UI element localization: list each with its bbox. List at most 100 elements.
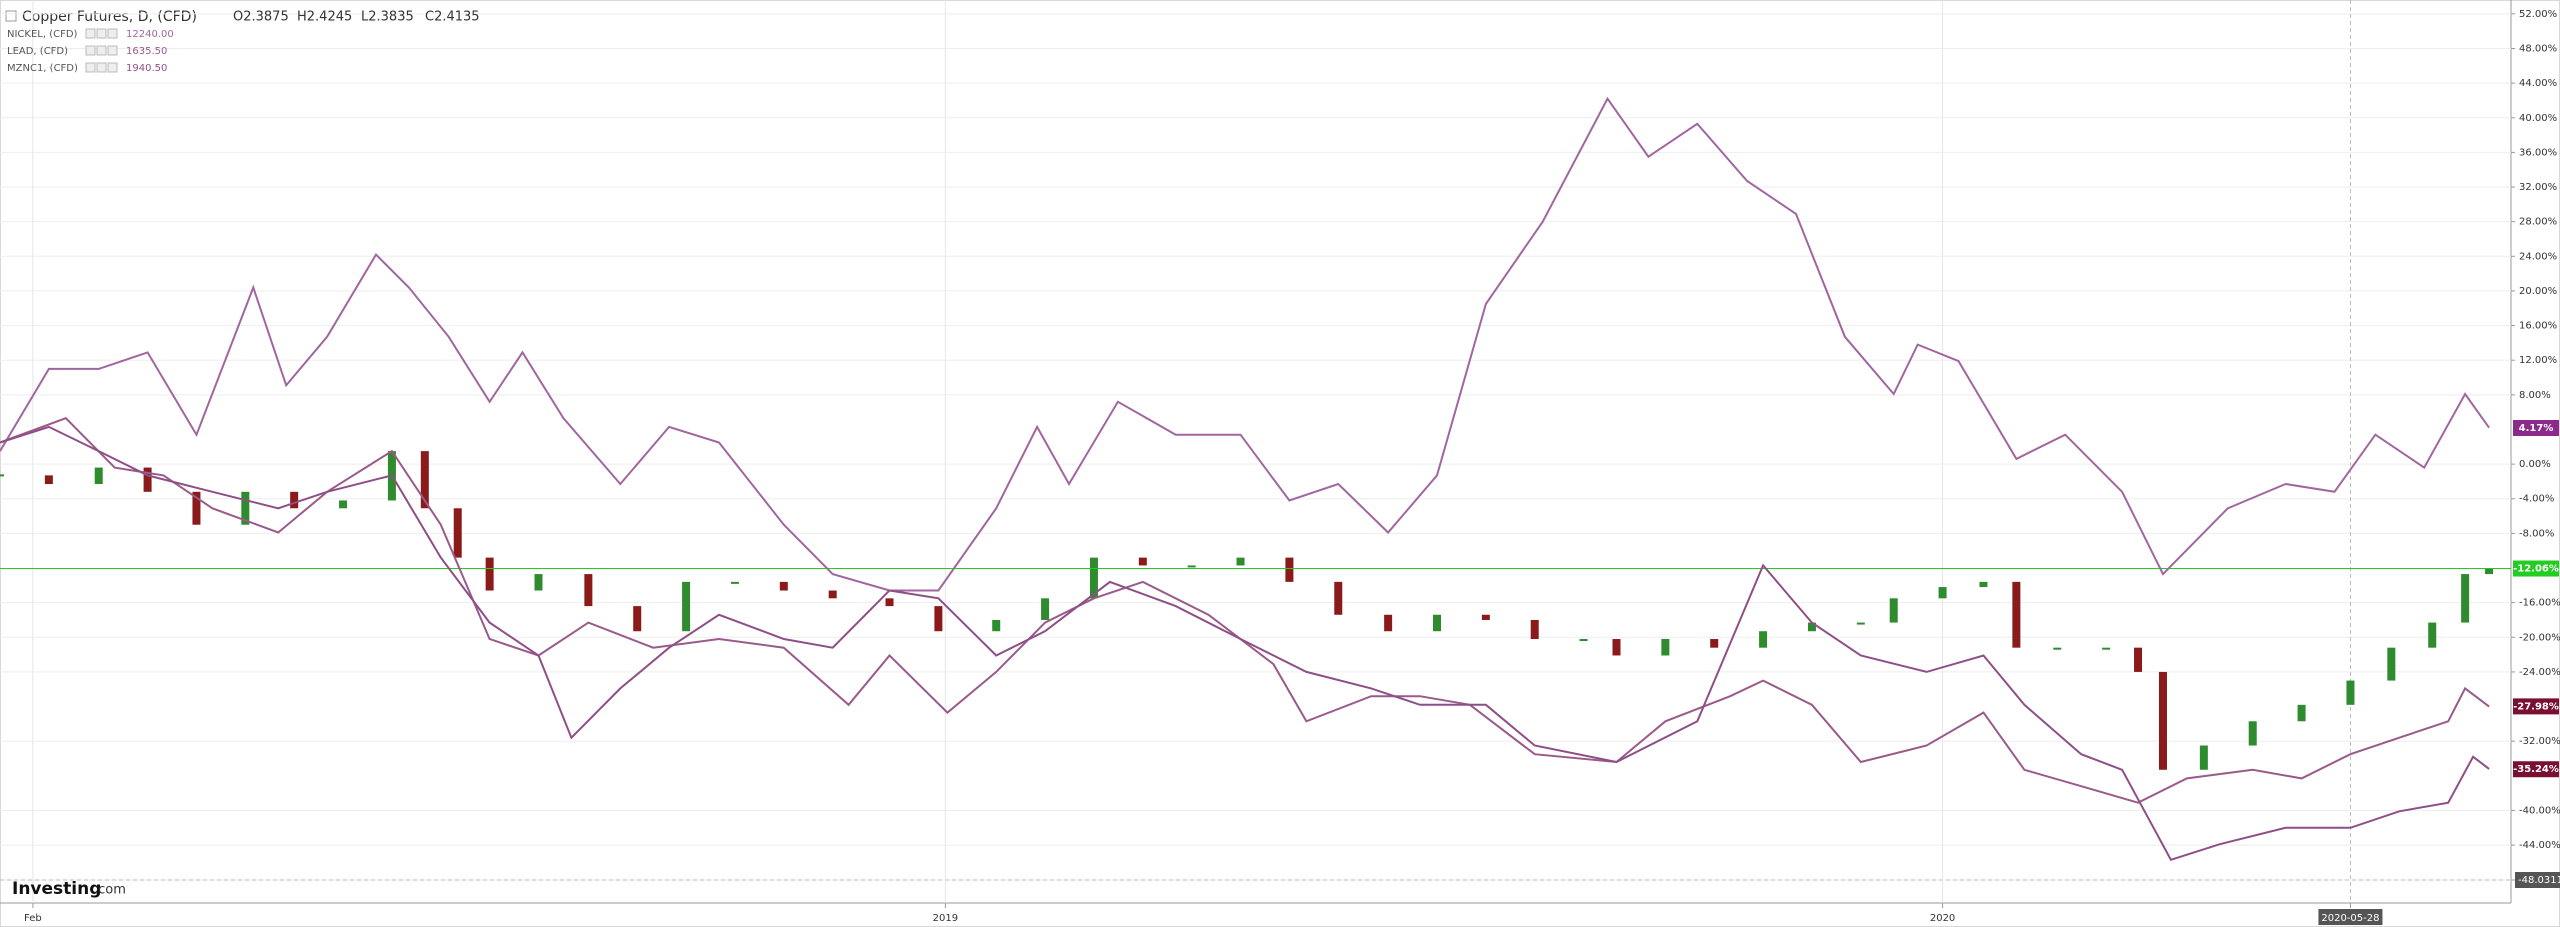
candle [1759, 631, 1768, 648]
candle [1384, 614, 1393, 632]
candle [2248, 721, 2257, 746]
y-tick-label: 40.00% [2519, 113, 2557, 124]
end-label: -35.24% [2513, 764, 2559, 775]
candle [1285, 557, 1294, 582]
end-label-bg [2513, 698, 2559, 715]
candle [1938, 587, 1947, 599]
x-tick-label: 2020 [1930, 913, 1955, 924]
candle [885, 598, 894, 607]
candle [2461, 574, 2470, 623]
y-crosshair-label-bg [2515, 872, 2560, 888]
candle [2134, 647, 2143, 672]
candle [633, 606, 642, 632]
candle [1710, 639, 1719, 648]
legend-button [85, 45, 96, 56]
y-tick-label: 44.00% [2519, 78, 2557, 89]
legend-button [85, 62, 96, 73]
candle [779, 581, 788, 591]
candle [2053, 647, 2062, 650]
x-tick-label: Feb [24, 913, 42, 924]
candle [2387, 647, 2396, 681]
candle [934, 606, 943, 632]
legend-name: MZNC1, (CFD) [7, 63, 78, 74]
x-tick-label: 2020-05-28 [2321, 913, 2379, 924]
series-line [0, 96, 2490, 592]
y-tick-label: 12.00% [2519, 355, 2557, 366]
collapse-icon[interactable] [5, 10, 17, 22]
y-tick-label: 24.00% [2519, 251, 2557, 262]
candle [44, 475, 53, 485]
ohlc-value: L2.3835 [361, 10, 414, 25]
candle [1661, 639, 1670, 656]
candle [2158, 671, 2167, 770]
y-tick-label: 28.00% [2519, 217, 2557, 228]
legend-price: 12240.00 [126, 29, 174, 40]
candle [730, 581, 739, 584]
y-tick-label: -16.00% [2519, 598, 2560, 609]
candle [1612, 639, 1621, 656]
y-tick-label: -24.00% [2519, 667, 2560, 678]
candle [2199, 745, 2208, 770]
x-crosshair-label-bg [2318, 909, 2383, 925]
candle [1856, 622, 1865, 625]
ohlc-value: C2.4135 [425, 10, 480, 25]
legend-name: NICKEL, (CFD) [7, 29, 78, 40]
end-label: -12.06% [2513, 564, 2559, 575]
candle [2428, 622, 2437, 648]
y-tick-label: 52.00% [2519, 9, 2557, 20]
candle [339, 500, 348, 509]
candle [1089, 557, 1098, 599]
legend-button [107, 62, 118, 73]
y-tick-label: -4.00% [2519, 494, 2554, 505]
legend-button [107, 28, 118, 39]
candle [0, 474, 4, 477]
y-tick-label: 16.00% [2519, 321, 2557, 332]
y-tick-label: -40.00% [2519, 805, 2560, 816]
legend-button [96, 45, 107, 56]
end-label-bg [2513, 420, 2559, 437]
candle [1236, 557, 1245, 566]
candle [2346, 680, 2355, 705]
candle [682, 581, 691, 632]
candle [1432, 614, 1441, 632]
candle [584, 574, 593, 607]
ohlc-value: O2.3875 [233, 10, 289, 25]
candle [2102, 647, 2111, 650]
x-tick-label: 2019 [933, 913, 958, 924]
end-label-bg [2513, 560, 2559, 577]
candle [192, 491, 201, 525]
candle [1334, 581, 1343, 615]
logo-brand: Investing [12, 879, 101, 899]
candle [1530, 619, 1539, 640]
candle [992, 619, 1001, 632]
y-tick-label: 32.00% [2519, 182, 2557, 193]
candle [453, 508, 462, 558]
end-label: -27.98% [2513, 701, 2559, 712]
y-tick-label: 20.00% [2519, 286, 2557, 297]
y-tick-label: -20.00% [2519, 632, 2560, 643]
series-line [0, 425, 2490, 862]
candle [1138, 557, 1147, 566]
legend-price: 1635.50 [126, 46, 167, 57]
candle [1807, 622, 1816, 632]
candle [94, 467, 103, 485]
chart-title: Copper Futures, D, (CFD) [22, 9, 197, 25]
ohlc-value: H2.4245 [297, 10, 352, 25]
logo-suffix: .com [94, 883, 126, 898]
end-label-bg [2513, 761, 2559, 778]
y-tick-label: -32.00% [2519, 736, 2560, 747]
candle [1889, 598, 1898, 623]
candle [1041, 598, 1050, 620]
candle [143, 467, 152, 492]
series-line [0, 417, 2490, 804]
candle [290, 491, 299, 509]
candle [1579, 639, 1588, 642]
candle [828, 590, 837, 599]
candle [534, 574, 543, 591]
candle [241, 491, 250, 525]
legend-button [96, 62, 107, 73]
candle [485, 557, 494, 591]
y-crosshair-label: -48.0311 [2518, 875, 2560, 886]
